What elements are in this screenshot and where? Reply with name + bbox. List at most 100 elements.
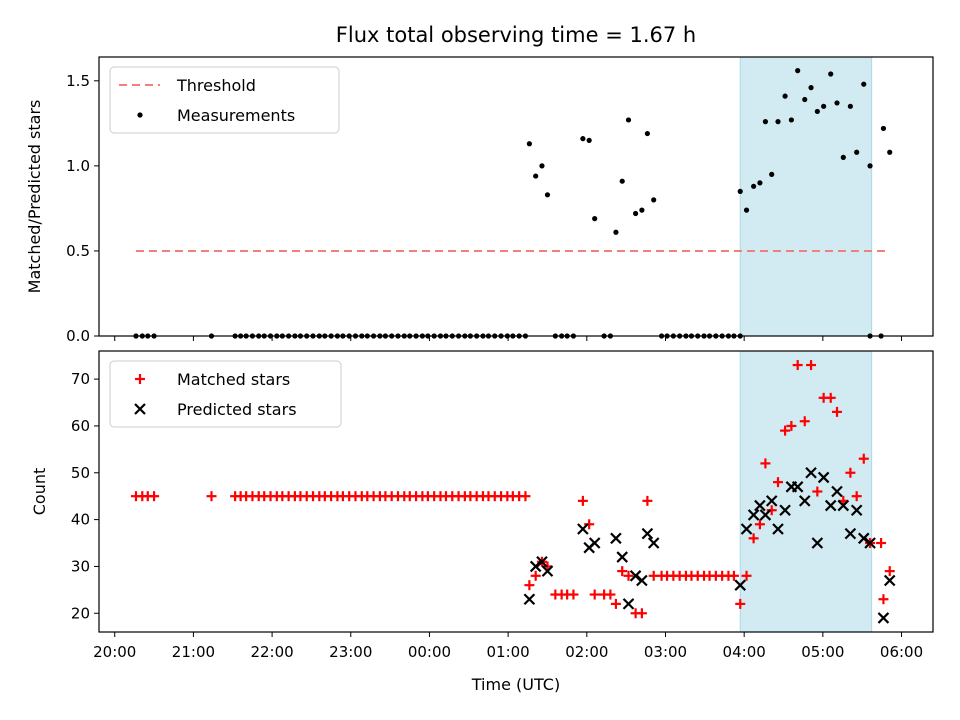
measurement-point	[757, 180, 763, 186]
measurement-point	[762, 119, 769, 125]
measurement-point	[788, 117, 794, 123]
predicted-star-point	[765, 495, 778, 507]
predicted-star-point	[636, 574, 648, 587]
x-tick-label: 05:00	[801, 643, 844, 661]
predicted-star-point	[850, 504, 863, 517]
predicted-star-point	[734, 579, 747, 591]
predicted-star-point	[824, 499, 837, 512]
y-axis-label: Matched/Predicted stars	[25, 100, 44, 294]
predicted-star-point	[616, 551, 628, 563]
predicted-star-point	[779, 504, 791, 517]
legend-label: Matched stars	[177, 370, 290, 389]
x-tick-label: 04:00	[723, 643, 766, 661]
measurement-point	[834, 100, 840, 106]
predicted-star-point	[791, 481, 804, 493]
predicted-star-point	[798, 495, 811, 507]
measurement-point	[887, 149, 893, 155]
matched-star-point	[636, 608, 647, 619]
predicted-star-point	[622, 598, 635, 610]
chart-title: Flux total observing time = 1.67 h	[336, 23, 696, 47]
x-tick-label: 23:00	[329, 643, 372, 661]
measurement-point	[795, 68, 801, 74]
x-tick-label: 06:00	[880, 643, 923, 661]
matched-star-point	[845, 467, 856, 478]
x-axis-label: Time (UTC)	[471, 675, 560, 694]
x-tick-label: 21:00	[172, 643, 215, 661]
measurement-point	[743, 207, 750, 213]
measurement-point	[782, 93, 788, 99]
predicted-star-point	[831, 485, 843, 498]
measurement-point	[533, 173, 539, 179]
matched-star-point	[786, 420, 797, 431]
legend-plus-swatch	[135, 374, 145, 384]
matched-star-point	[832, 406, 843, 417]
matched-star-point	[780, 425, 791, 436]
measurement-point	[861, 81, 867, 87]
y-tick-label: 70	[71, 370, 90, 388]
predicted-star-point	[747, 509, 760, 521]
measurement-point	[847, 103, 853, 109]
predicted-star-point	[629, 570, 642, 582]
predicted-star-point	[883, 574, 896, 587]
measurement-point	[651, 197, 657, 203]
matched-star-point	[589, 589, 600, 600]
measurement-point	[867, 163, 873, 169]
measurement-point	[632, 210, 639, 217]
measurement-point	[580, 136, 586, 142]
legend-dot-swatch	[137, 112, 143, 118]
x-tick-label: 20:00	[93, 643, 136, 661]
measurement-point	[639, 207, 645, 213]
matched-star-point	[878, 594, 889, 605]
measurement-point	[840, 154, 846, 160]
predicted-star-point	[523, 593, 536, 605]
measurement-point	[737, 188, 743, 194]
predicted-star-point	[817, 471, 830, 484]
measurement-point	[644, 130, 650, 137]
axes-frame	[98, 56, 934, 337]
x-tick-label: 03:00	[644, 643, 687, 661]
y-tick-label: 20	[71, 604, 90, 622]
predicted-star-point	[577, 523, 589, 535]
x-tick-label: 01:00	[487, 643, 530, 661]
matched-star-point	[524, 580, 535, 591]
legend: Threshold Measurements	[109, 66, 340, 134]
predicted-star-point	[754, 499, 766, 512]
predicted-star-point	[877, 612, 890, 624]
legend-x-swatch	[134, 403, 146, 415]
matched-star-point	[617, 566, 628, 577]
x-tick-label: 22:00	[250, 643, 293, 661]
measurement-point	[814, 108, 820, 115]
measurement-point	[775, 119, 781, 125]
predicted-star-point	[536, 555, 548, 568]
predicted-star-point	[740, 523, 753, 535]
predicted-star-point	[844, 527, 857, 540]
matched-star-point	[605, 589, 616, 600]
y-tick-label: 30	[71, 557, 90, 575]
matched-star-point	[584, 519, 595, 530]
matched-star-point	[623, 570, 634, 581]
matched-star-point	[748, 533, 759, 544]
matched-star-point	[825, 392, 836, 403]
measurement-point	[625, 117, 632, 123]
matched-star-point	[728, 570, 739, 581]
matched-star-point	[760, 458, 771, 469]
bottom-panel-counts: 20 30 40 50 60 70 20:00 21:00 22:00 23:00 00:00 01:…	[30, 350, 934, 661]
legend: Matched stars Predicted stars	[109, 360, 342, 428]
measurement-point	[751, 183, 757, 189]
matched-star-point	[520, 491, 531, 502]
predicted-star-point	[805, 466, 817, 479]
y-tick-label: 1.0	[66, 157, 90, 175]
predicted-star-point	[610, 532, 622, 545]
measurement-point	[821, 103, 827, 109]
matched-star-point	[876, 538, 887, 549]
measurement-point	[880, 125, 887, 132]
measurement-point	[526, 141, 532, 147]
predicted-star-point	[588, 537, 601, 549]
x-tick-label: 00:00	[408, 643, 451, 661]
predicted-star-point	[529, 560, 542, 573]
matched-star-point	[799, 416, 810, 427]
measurement-point	[808, 85, 814, 91]
matched-star-point	[735, 598, 746, 609]
matched-star-point	[610, 598, 621, 609]
y-tick-label: 0.0	[66, 327, 90, 345]
